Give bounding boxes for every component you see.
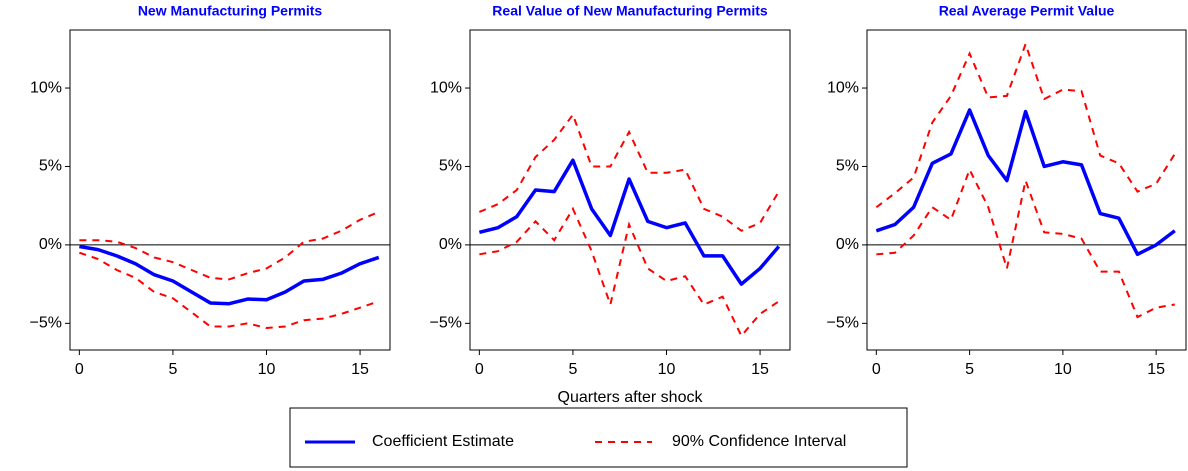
legend-box [289,407,908,468]
y-tick-label: −5% [430,315,462,332]
ci-line [79,211,380,281]
ci-line [876,167,1175,319]
chart-title: Real Average Permit Value [939,3,1115,19]
y-tick-label: 0% [836,236,859,253]
estimate-line [478,158,781,286]
y-tick-label: 5% [439,158,462,175]
ci-line [79,251,380,330]
plot-frame [866,29,1187,351]
x-tick-label: 15 [351,361,369,378]
y-tick-label: 5% [39,158,62,175]
y-tick-label: 0% [439,236,462,253]
y-tick-label: −5% [827,315,859,332]
x-tick-label: 5 [168,361,177,378]
x-tick-label: 10 [258,361,276,378]
plot-frame [69,29,391,351]
y-tick-label: 0% [39,236,62,253]
y-tick-label: 10% [430,79,462,96]
x-tick-label: 10 [658,361,676,378]
chart-title: Real Value of New Manufacturing Permits [492,3,768,19]
legend-label: 90% Confidence Interval [672,433,846,450]
x-tick-label: 5 [965,361,974,378]
ci-line [479,206,780,338]
estimate-line [875,108,1176,257]
x-tick-label: 5 [568,361,577,378]
y-tick-label: 10% [827,79,859,96]
chart-title: New Manufacturing Permits [138,3,323,19]
y-tick-label: −5% [30,315,62,332]
y-tick-label: 5% [836,158,859,175]
x-tick-label: 15 [1147,361,1165,378]
legend-label: Coefficient Estimate [372,433,514,450]
x-axis-label: Quarters after shock [558,389,704,406]
x-tick-label: 10 [1054,361,1072,378]
estimate-line [79,244,380,306]
x-tick-label: 0 [872,361,881,378]
plot-frame [469,29,791,351]
x-tick-label: 15 [751,361,769,378]
y-tick-label: 10% [30,79,62,96]
ci-line [478,112,780,232]
x-tick-label: 0 [475,361,484,378]
x-tick-label: 0 [75,361,84,378]
